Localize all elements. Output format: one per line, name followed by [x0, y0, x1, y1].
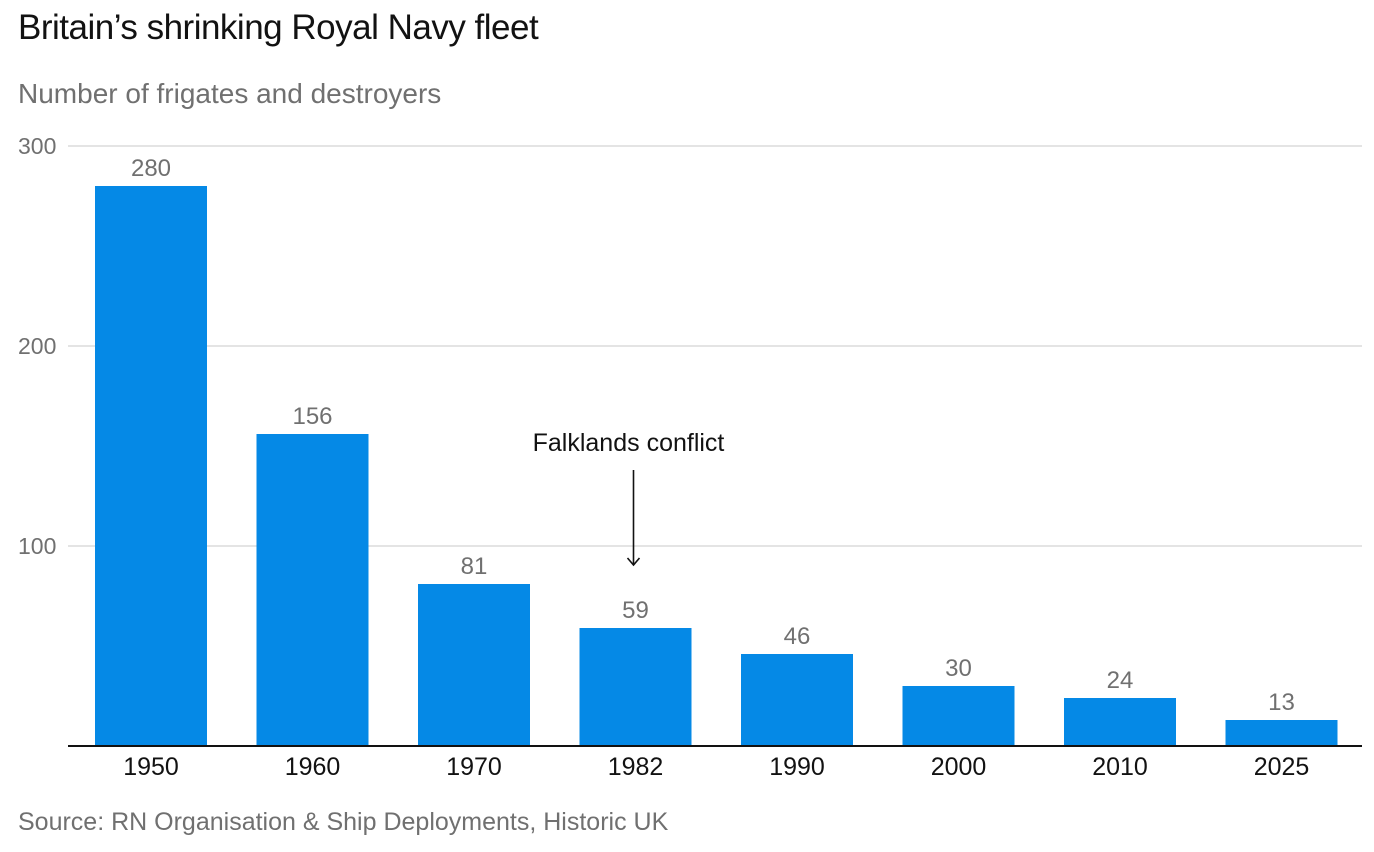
y-axis-ticks: 100 200 300	[18, 133, 56, 559]
x-tick-label-1990: 1990	[769, 753, 825, 781]
bar-1982	[579, 628, 692, 746]
value-label-2000: 30	[945, 655, 972, 682]
value-labels: 280 156 81 59 46 30 24 13	[131, 155, 1295, 716]
bar-2025	[1225, 720, 1338, 746]
bar-1960	[256, 434, 369, 746]
value-label-1950: 280	[131, 155, 171, 182]
value-label-1990: 46	[784, 623, 811, 650]
bar-2000	[902, 686, 1015, 746]
y-tick-label: 300	[18, 133, 56, 159]
bars	[95, 186, 1338, 746]
y-tick-label: 100	[18, 533, 56, 559]
value-label-1970: 81	[461, 553, 488, 580]
x-tick-label-1950: 1950	[123, 753, 179, 781]
x-tick-label-1982: 1982	[608, 753, 664, 781]
annotation-text: Falklands conflict	[533, 429, 725, 457]
annotation-arrow-head	[626, 557, 641, 567]
bar-1950	[95, 186, 207, 746]
x-tick-label-2010: 2010	[1092, 753, 1148, 781]
bar-1970	[418, 584, 530, 746]
source-note: Source: RN Organisation & Ship Deploymen…	[18, 808, 669, 836]
y-tick-label: 200	[18, 333, 56, 359]
bar-2010	[1064, 698, 1176, 746]
value-label-2010: 24	[1107, 667, 1134, 694]
x-tick-label-1960: 1960	[285, 753, 341, 781]
chart-title: Britain’s shrinking Royal Navy fleet	[18, 8, 539, 47]
x-tick-label-2000: 2000	[931, 753, 987, 781]
bar-1990	[741, 654, 853, 746]
falklands-annotation: Falklands conflict	[533, 429, 725, 567]
x-axis-labels: 1950 1960 1970 1982 1990 2000 2010 2025	[123, 753, 1309, 781]
x-tick-label-1970: 1970	[446, 753, 502, 781]
x-tick-label-2025: 2025	[1254, 753, 1310, 781]
value-label-2025: 13	[1268, 689, 1295, 716]
value-label-1960: 156	[292, 403, 332, 430]
chart-subtitle: Number of frigates and destroyers	[18, 78, 442, 109]
value-label-1982: 59	[622, 597, 649, 624]
